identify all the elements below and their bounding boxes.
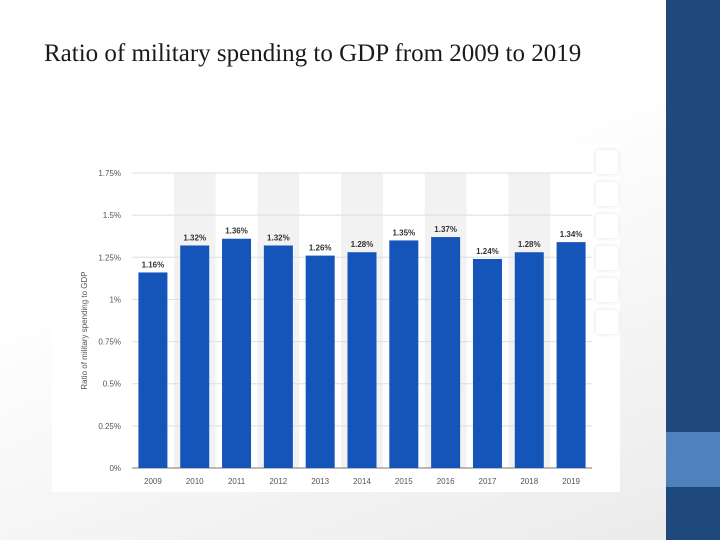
- y-tick-label: 0.5%: [103, 380, 121, 389]
- bar: [389, 240, 419, 468]
- toolbar-button-6[interactable]: [596, 310, 618, 334]
- y-tick-label: 0.25%: [98, 422, 121, 431]
- y-tick-label: 0.75%: [98, 338, 121, 347]
- data-label: 1.35%: [392, 228, 415, 237]
- data-label: 1.28%: [351, 240, 374, 249]
- x-tick-label: 2016: [437, 477, 455, 486]
- x-tick-label: 2013: [311, 477, 329, 486]
- x-tick-label: 2019: [562, 477, 580, 486]
- x-tick-label: 2018: [520, 477, 538, 486]
- bar: [222, 238, 252, 468]
- bar: [556, 242, 586, 468]
- y-tick-label: 0%: [109, 464, 121, 473]
- data-label: 1.28%: [518, 240, 541, 249]
- y-tick-label: 1.25%: [98, 253, 121, 262]
- bar: [347, 252, 377, 468]
- y-axis-label: Ratio of military spending to GDP: [80, 271, 89, 389]
- chart-toolbar: [596, 150, 620, 342]
- x-tick-label: 2011: [228, 477, 246, 486]
- bar: [472, 258, 502, 468]
- toolbar-button-2[interactable]: [596, 182, 618, 206]
- bar-chart: 0% 0.25% 0.5% 0.75% 1% 1.25% 1.5% 1.75% Ratio of…: [80, 169, 592, 486]
- bar: [431, 237, 461, 468]
- bar: [305, 255, 335, 468]
- data-label: 1.37%: [434, 225, 457, 234]
- toolbar-button-5[interactable]: [596, 278, 618, 302]
- data-label: 1.34%: [560, 230, 583, 239]
- bar: [138, 272, 168, 468]
- slide-sidebar-accent: [666, 432, 720, 487]
- slide-title: Ratio of military spending to GDP from 2…: [44, 40, 582, 67]
- x-tick-label: 2015: [395, 477, 413, 486]
- data-label: 1.24%: [476, 247, 499, 256]
- bar: [263, 245, 293, 468]
- x-tick-label: 2017: [479, 477, 497, 486]
- toolbar-button-4[interactable]: [596, 246, 618, 270]
- y-tick-label: 1.5%: [103, 211, 121, 220]
- data-label: 1.32%: [183, 233, 206, 242]
- y-tick-label: 1.75%: [98, 169, 121, 178]
- x-tick-label: 2014: [353, 477, 371, 486]
- chart-image: 0% 0.25% 0.5% 0.75% 1% 1.25% 1.5% 1.75% Ratio of…: [52, 143, 620, 492]
- data-label: 1.36%: [225, 227, 248, 236]
- toolbar-button-1[interactable]: [596, 150, 618, 174]
- toolbar-button-3[interactable]: [596, 214, 618, 238]
- bar: [180, 245, 210, 468]
- x-tick-label: 2012: [269, 477, 287, 486]
- data-label: 1.16%: [142, 260, 165, 269]
- y-tick-label: 1%: [109, 295, 121, 304]
- bar: [514, 252, 544, 468]
- x-tick-label: 2010: [186, 477, 204, 486]
- x-tick-label: 2009: [144, 477, 162, 486]
- data-label: 1.26%: [309, 244, 332, 253]
- data-label: 1.32%: [267, 233, 290, 242]
